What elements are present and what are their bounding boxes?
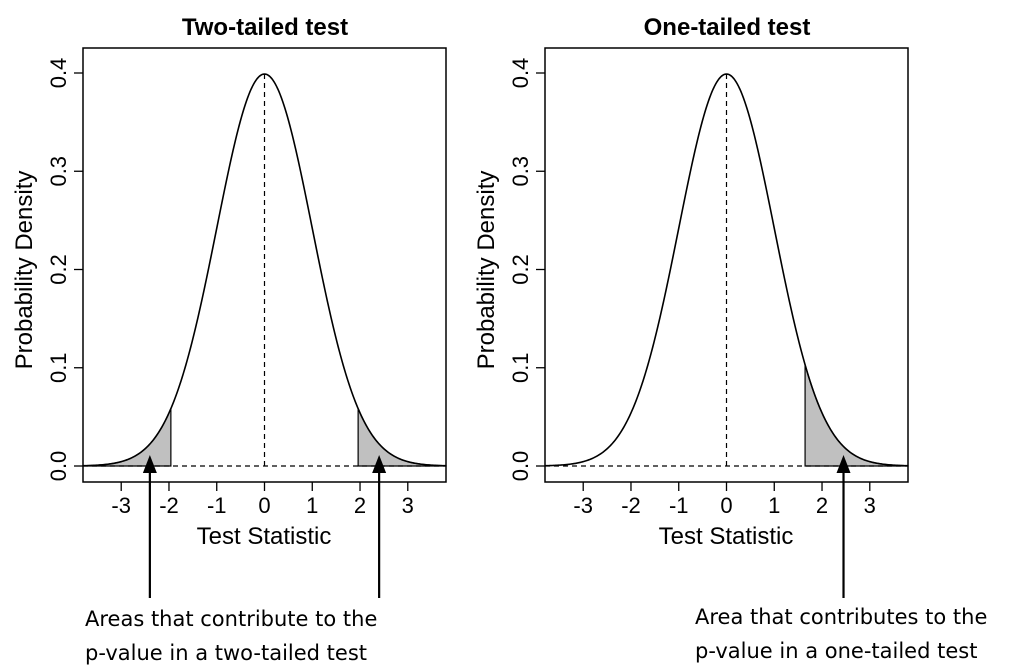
x-axis-label: Test Statistic xyxy=(197,523,332,550)
density-curve xyxy=(544,73,909,467)
y-tick-label: 0.0 xyxy=(508,451,533,482)
x-tick-label: 0 xyxy=(720,493,732,518)
y-tick-label: 0.2 xyxy=(46,254,71,285)
y-tick-label: 0.2 xyxy=(508,254,533,285)
annotation-arrow-head-0 xyxy=(836,455,851,473)
y-tick-label: 0.4 xyxy=(46,58,71,89)
x-axis-label: Test Statistic xyxy=(659,523,794,550)
y-tick-label: 0.3 xyxy=(508,156,533,187)
x-tick-label: 3 xyxy=(402,493,414,518)
x-tick-label: -1 xyxy=(207,493,227,518)
shaded-region-0 xyxy=(804,364,909,467)
x-tick-label: -1 xyxy=(669,493,689,518)
x-tick-label: 2 xyxy=(354,493,366,518)
annotation-line-1: Areas that contribute to the xyxy=(85,607,377,631)
y-tick-label: 0.3 xyxy=(46,156,71,187)
x-tick-label: 3 xyxy=(864,493,876,518)
annotation-line-1: Area that contributes to the xyxy=(695,605,987,629)
x-tick-label: 1 xyxy=(768,493,780,518)
x-tick-label: 0 xyxy=(258,493,270,518)
x-tick-label: -3 xyxy=(573,493,593,518)
panel-two-tailed: Two-tailed test -3 -2 -1 0 1 2 3 0.0 0.1 0.2 0.3 0.… xyxy=(11,14,447,665)
y-tick-label: 0.1 xyxy=(508,352,533,383)
chart-title: One-tailed test xyxy=(644,14,811,41)
x-tick-label: -2 xyxy=(159,493,179,518)
annotation-line-2: p-value in a one-tailed test xyxy=(695,639,977,663)
x-tick-label: 1 xyxy=(306,493,318,518)
chart-title: Two-tailed test xyxy=(182,14,348,41)
y-axis-label: Probability Density xyxy=(473,171,500,370)
density-curve xyxy=(82,73,447,467)
x-tick-label: -3 xyxy=(111,493,131,518)
y-tick-label: 0.1 xyxy=(46,352,71,383)
y-axis-label: Probability Density xyxy=(11,171,38,370)
y-tick-label: 0.0 xyxy=(46,451,71,482)
x-tick-label: 2 xyxy=(816,493,828,518)
plot-area: -3 -2 -1 0 1 2 3 0.0 0.1 0.2 0.3 0.4 xyxy=(508,47,909,598)
shaded-region-1 xyxy=(357,408,447,467)
x-tick-label: -2 xyxy=(621,493,641,518)
annotation-arrow-head-1 xyxy=(372,455,387,473)
annotation-arrow-head-0 xyxy=(142,455,157,473)
shaded-region-0 xyxy=(82,408,172,467)
panel-one-tailed: One-tailed test -3 -2 -1 0 1 2 3 0.0 0.1 0.2 0.3 0.… xyxy=(473,14,987,663)
annotation-line-2: p-value in a two-tailed test xyxy=(85,641,367,665)
y-tick-label: 0.4 xyxy=(508,58,533,89)
plot-area: -3 -2 -1 0 1 2 3 0.0 0.1 0.2 0.3 0.4 xyxy=(46,47,447,598)
